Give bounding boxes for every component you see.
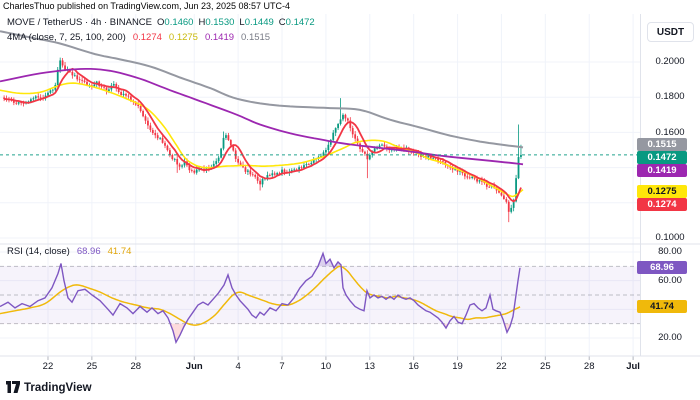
time-tick-label: Jun (185, 361, 203, 372)
ma-indicator-title: 4MA (close, 7, 25, 100, 200) (7, 32, 126, 43)
ma25-value: 0.1275 (168, 32, 198, 43)
ma200-value: 0.1515 (241, 32, 271, 43)
open-value: 0.1460 (164, 17, 194, 28)
rsi-indicator-title: RSI (14, close) (7, 246, 70, 257)
price-badge-ma100: 0.1419 (637, 164, 687, 177)
price-badge-ma200: 0.1515 (637, 138, 687, 151)
open-label: O (157, 17, 165, 28)
time-tick-label: 25 (86, 361, 98, 372)
rsi-ma-value-badge: 41.74 (637, 300, 687, 313)
price-tick-label: 0.1000 (655, 232, 685, 243)
rsi-tick-label: 60.00 (658, 275, 682, 286)
currency-unit-button[interactable]: USDT (647, 22, 694, 42)
time-tick-label: 28 (130, 361, 142, 372)
time-tick-label: 25 (540, 361, 551, 372)
tradingview-logo-icon (6, 381, 20, 393)
rsi-value: 68.96 (76, 246, 101, 257)
time-tick-label: 19 (452, 361, 463, 372)
time-tick-label: 13 (364, 361, 376, 372)
time-tick-label: 22 (42, 361, 54, 372)
symbol-title: MOVE / TetherUS · 4h · BINANCE (7, 17, 153, 28)
ma100-value: 0.1419 (204, 32, 235, 43)
low-label: L (239, 17, 245, 28)
ma7-value: 0.1274 (132, 32, 162, 43)
price-tick-label: 0.1800 (655, 91, 685, 102)
time-tick-label: 16 (408, 361, 419, 372)
rsi-value-badge: 68.96 (637, 261, 687, 274)
price-tick-label: 0.1600 (655, 127, 685, 138)
price-badge-ma7: 0.1274 (637, 198, 687, 211)
price-tick-label: 0.2000 (655, 56, 685, 67)
tradingview-logo[interactable]: TradingView (6, 381, 92, 394)
high-label: H (198, 17, 206, 28)
time-tick-label: 28 (583, 361, 595, 372)
symbol-legend[interactable]: MOVE / TetherUS · 4h · BINANCE O0.1460 H0.… (7, 17, 315, 28)
high-value: 0.1530 (205, 17, 235, 28)
rsi-tick-label: 80.00 (658, 246, 682, 257)
rsi-tick-label: 20.00 (658, 332, 682, 343)
time-tick-label: Jul (626, 361, 640, 372)
close-label: C (278, 17, 286, 28)
time-tick-label: 7 (279, 361, 285, 372)
time-tick-label: 22 (496, 361, 507, 372)
publish-attribution: CharlesThuo published on TradingView.com… (3, 1, 291, 11)
price-badge-ma25: 0.1275 (637, 185, 687, 198)
close-value: 0.1472 (285, 17, 315, 28)
rsi-indicator-legend[interactable]: RSI (14, close) 68.96 41.74 (7, 246, 131, 257)
rsi-ma-value: 41.74 (107, 246, 132, 257)
tradingview-logo-text: TradingView (24, 381, 92, 394)
price-badge-last-price: 0.1472 (637, 151, 687, 164)
low-value: 0.1449 (244, 17, 274, 28)
time-tick-label: 4 (235, 361, 241, 372)
ma-indicator-legend[interactable]: 4MA (close, 7, 25, 100, 200) 0.1274 0.1275… (7, 32, 270, 43)
time-tick-label: 10 (320, 361, 332, 372)
